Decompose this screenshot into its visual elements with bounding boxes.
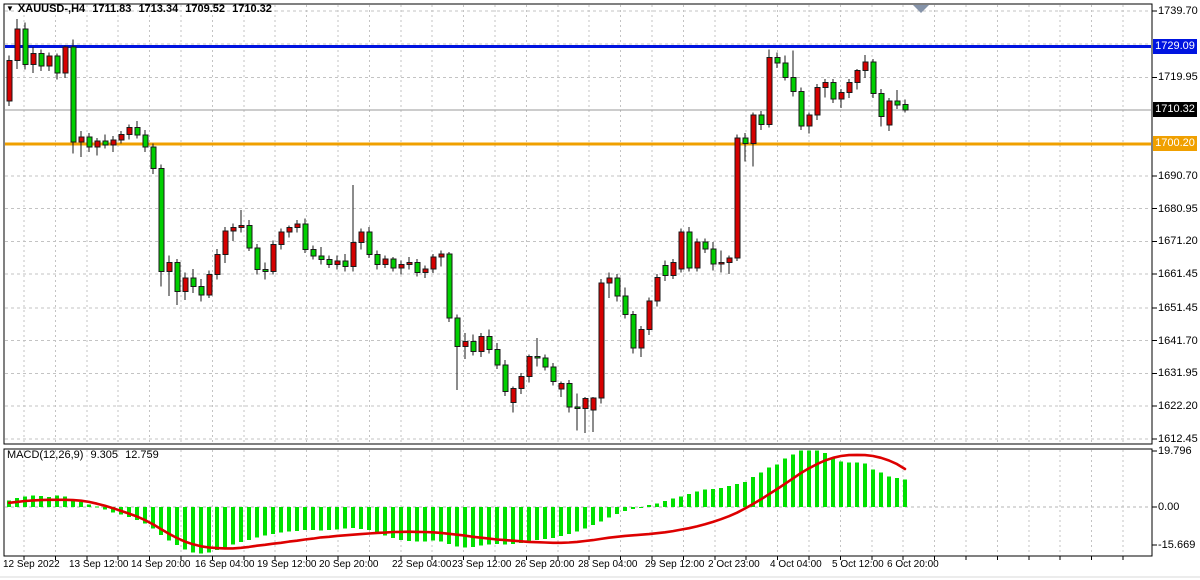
ohlc-close: 1710.32 xyxy=(232,3,272,15)
time-axis-label: 23 Sep 12:00 xyxy=(452,559,512,570)
price-axis-label: 1680.95 xyxy=(1158,202,1198,215)
macd-signal-curve xyxy=(7,453,907,550)
macd-indicator-label: MACD(12,26,9) 9.305 12.759 xyxy=(7,449,163,461)
price-axis-label: 1622.20 xyxy=(1158,400,1198,413)
price-axis-label: 1612.45 xyxy=(1158,433,1198,445)
price-axis-label: 1631.95 xyxy=(1158,367,1198,380)
symbol-timeframe-label: XAUUSD-,H4 xyxy=(17,3,86,15)
price-panel-frame xyxy=(3,3,1153,445)
time-axis-label: 16 Sep 04:00 xyxy=(195,559,255,570)
price-level-badge: 1710.32 xyxy=(1153,101,1197,117)
macd-axis-label: 0.00 xyxy=(1158,501,1180,513)
macd-axis-label: -15.669 xyxy=(1158,539,1196,551)
time-axis-label: 6 Oct 20:00 xyxy=(887,559,939,570)
macd-name: MACD(12,26,9) xyxy=(7,449,84,461)
symbol-dropdown-icon[interactable]: ▼ xyxy=(6,4,14,13)
price-level-badge: 1700.20 xyxy=(1153,135,1197,151)
time-axis-label: 12 Sep 2022 xyxy=(3,559,60,570)
price-axis-label: 1690.70 xyxy=(1158,169,1198,182)
time-axis-label: 20 Sep 20:00 xyxy=(319,559,379,570)
price-level-badge: 1729.09 xyxy=(1153,38,1197,54)
time-axis-label: 4 Oct 04:00 xyxy=(770,559,822,570)
macd-current-value: 9.305 xyxy=(90,449,119,461)
macd-axis-label: 19.796 xyxy=(1158,445,1192,457)
time-axis-label: 19 Sep 12:00 xyxy=(257,559,317,570)
chart-shift-marker-icon[interactable] xyxy=(913,5,929,13)
time-axis-label: 28 Sep 04:00 xyxy=(578,559,638,570)
time-axis-label: 22 Sep 04:00 xyxy=(392,559,452,570)
price-axis-label: 1661.45 xyxy=(1158,268,1198,281)
time-axis[interactable] xyxy=(4,556,1152,576)
time-axis-label: 26 Sep 20:00 xyxy=(515,559,575,570)
price-axis-label: 1641.70 xyxy=(1158,334,1198,347)
price-axis[interactable] xyxy=(1152,4,1200,556)
macd-panel-frame xyxy=(3,448,1153,557)
axis-ticks xyxy=(23,10,1157,560)
price-axis-label: 1719.95 xyxy=(1158,71,1198,84)
macd-signal-value: 12.759 xyxy=(125,449,159,461)
ohlc-open: 1711.83 xyxy=(92,3,132,15)
price-axis-label: 1651.45 xyxy=(1158,301,1198,314)
time-axis-label: 29 Sep 12:00 xyxy=(645,559,705,570)
candlestick-series xyxy=(6,19,909,433)
ohlc-low: 1709.52 xyxy=(185,3,226,15)
horizontal-gridlines xyxy=(5,10,1151,440)
symbol-ohlc-header: ▼ XAUUSD-,H4 1711.83 1713.34 1709.52 1710… xyxy=(6,3,276,15)
time-axis-label: 13 Sep 12:00 xyxy=(69,559,129,570)
vertical-gridlines xyxy=(23,5,1124,555)
ohlc-high: 1713.34 xyxy=(138,3,179,15)
time-axis-label: 2 Oct 23:00 xyxy=(708,559,760,570)
time-axis-label: 14 Sep 20:00 xyxy=(131,559,191,570)
time-axis-label: 5 Oct 12:00 xyxy=(832,559,884,570)
price-axis-label: 1739.70 xyxy=(1158,5,1198,17)
price-axis-label: 1671.20 xyxy=(1158,235,1198,248)
